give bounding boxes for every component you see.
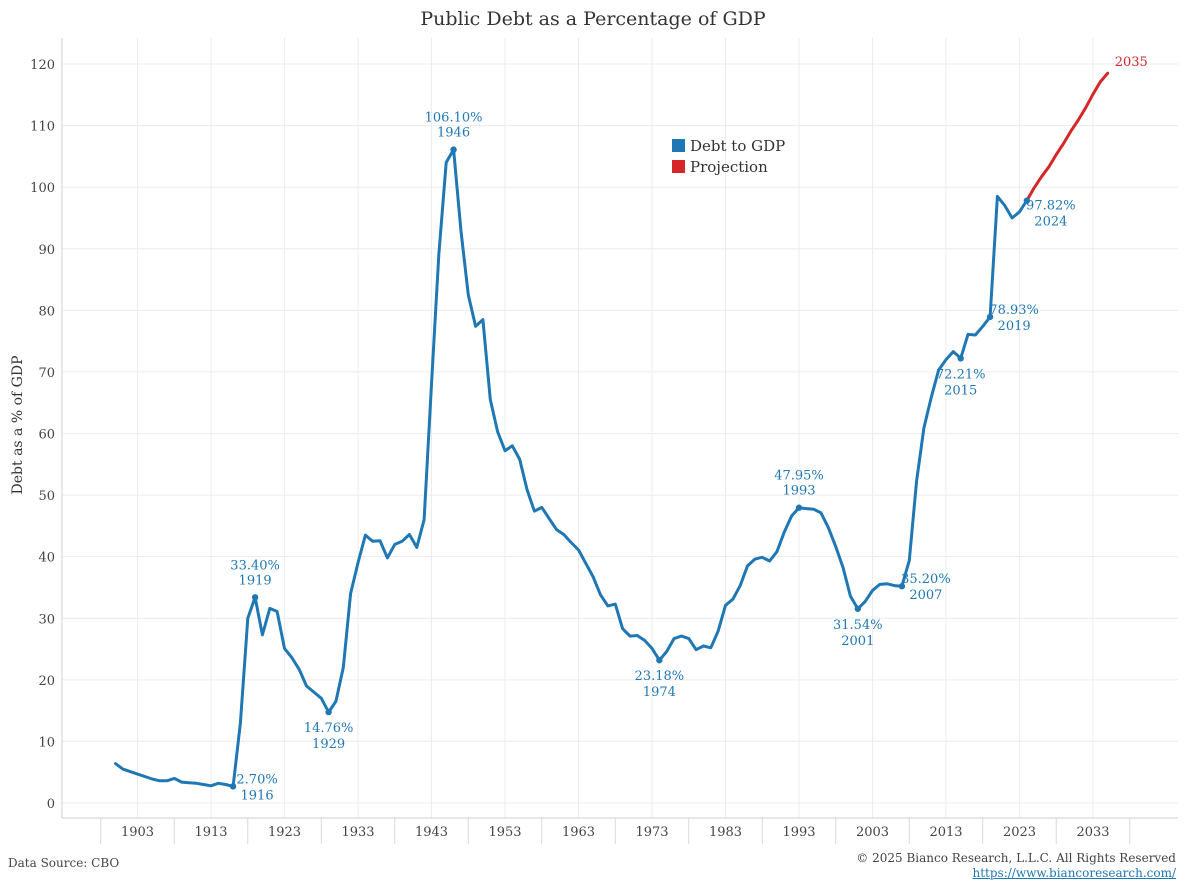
annotation-marker — [986, 313, 994, 321]
x-tick-label: 1953 — [488, 825, 521, 840]
annotation-value: 2.70% — [236, 772, 277, 787]
x-tick-label: 1993 — [782, 825, 815, 840]
y-tick-label: 50 — [38, 489, 55, 504]
annotation-value: 47.95% — [774, 469, 824, 484]
y-tick-label: 30 — [38, 612, 55, 627]
chart-title: Public Debt as a Percentage of GDP — [420, 8, 766, 30]
y-tick-label: 90 — [38, 243, 55, 258]
annotation-year: 2019 — [998, 319, 1031, 334]
gridlines — [62, 38, 1178, 818]
annotation-year: 1946 — [437, 126, 470, 141]
annotation-year: 2024 — [1034, 215, 1067, 230]
projection-end-label: 2035 — [1115, 55, 1148, 70]
annotation-year: 1916 — [241, 788, 274, 803]
y-tick-label: 40 — [38, 551, 55, 566]
annotation-year: 1919 — [239, 573, 272, 588]
annotation-marker — [898, 583, 906, 590]
y-tick-label: 80 — [38, 304, 55, 319]
annotation-value: 31.54% — [833, 618, 883, 633]
y-tick-label: 60 — [38, 428, 55, 443]
footer-credits: © 2025 Bianco Research, L.L.C. All Right… — [856, 851, 1176, 881]
annotation-value: 106.10% — [425, 111, 483, 126]
y-tick-label: 10 — [38, 735, 55, 750]
annotation-marker — [656, 657, 663, 664]
x-tick-label: 1973 — [635, 825, 668, 840]
annotation-marker — [1023, 197, 1031, 204]
annotation-year: 1974 — [643, 685, 676, 700]
annotation-value: 33.40% — [230, 558, 280, 573]
series-line-debt-to-gdp — [114, 148, 1029, 788]
series-line-projection — [1025, 71, 1110, 203]
x-tick-label: 1943 — [415, 825, 448, 840]
annotation-marker — [957, 355, 964, 362]
x-tick-label: 1903 — [121, 825, 154, 840]
annotation-value: 72.21% — [936, 367, 986, 382]
y-tick-label: 20 — [38, 674, 55, 689]
x-tick-label: 1983 — [709, 825, 742, 840]
annotation-marker — [251, 594, 259, 601]
legend-swatch — [672, 139, 685, 152]
annotation-year: 1929 — [312, 737, 345, 752]
annotation-value: 78.93% — [989, 303, 1039, 318]
x-tick-label: 1963 — [562, 825, 595, 840]
data-source: Data Source: CBO — [8, 856, 120, 870]
annotation-value: 97.82% — [1026, 199, 1076, 214]
annotation-year: 2001 — [841, 634, 874, 649]
annotation-year: 2015 — [944, 383, 977, 398]
annotation-year: 2007 — [909, 588, 942, 603]
x-tick-label: 2003 — [856, 825, 889, 840]
axes: 0 10 20 30 40 50 60 70 80 90 100 110 120 1903 1913 1923… — [30, 38, 1178, 844]
legend: Debt to GDP Projection — [672, 137, 785, 176]
y-tick-label: 120 — [30, 58, 55, 73]
annotation-marker — [795, 504, 803, 511]
y-axis-label: Debt as a % of GDP — [10, 356, 26, 495]
legend-label: Projection — [690, 158, 768, 176]
legend-label: Debt to GDP — [690, 137, 785, 155]
annotation-marker — [450, 146, 457, 153]
y-tick-label: 110 — [30, 120, 55, 135]
annotation-value: 23.18% — [635, 669, 685, 684]
copyright-text: © 2025 Bianco Research, L.L.C. All Right… — [856, 851, 1176, 865]
website-link[interactable]: https://www.biancoresearch.com/ — [972, 866, 1176, 880]
x-tick-label: 2033 — [1076, 825, 1109, 840]
x-tick-label: 2013 — [929, 825, 962, 840]
annotation-year: 1993 — [782, 484, 815, 499]
x-tick-label: 1923 — [268, 825, 301, 840]
y-tick-label: 100 — [30, 181, 55, 196]
y-tick-label: 70 — [38, 366, 55, 381]
x-tick-label: 1933 — [341, 825, 374, 840]
x-tick-label: 2023 — [1003, 825, 1036, 840]
legend-swatch — [672, 160, 685, 173]
y-tick-label: 0 — [47, 797, 55, 812]
annotation-marker — [325, 708, 332, 716]
series-layer — [114, 71, 1110, 788]
annotation-marker — [229, 783, 237, 790]
annotation-value: 35.20% — [901, 572, 951, 587]
annotation-value: 14.76% — [304, 721, 354, 736]
annotation-marker — [854, 605, 861, 612]
annotations: 2.70%1916 33.40%1919 14.76%1929 106.10%1946… — [229, 55, 1148, 803]
x-tick-label: 1913 — [194, 825, 227, 840]
